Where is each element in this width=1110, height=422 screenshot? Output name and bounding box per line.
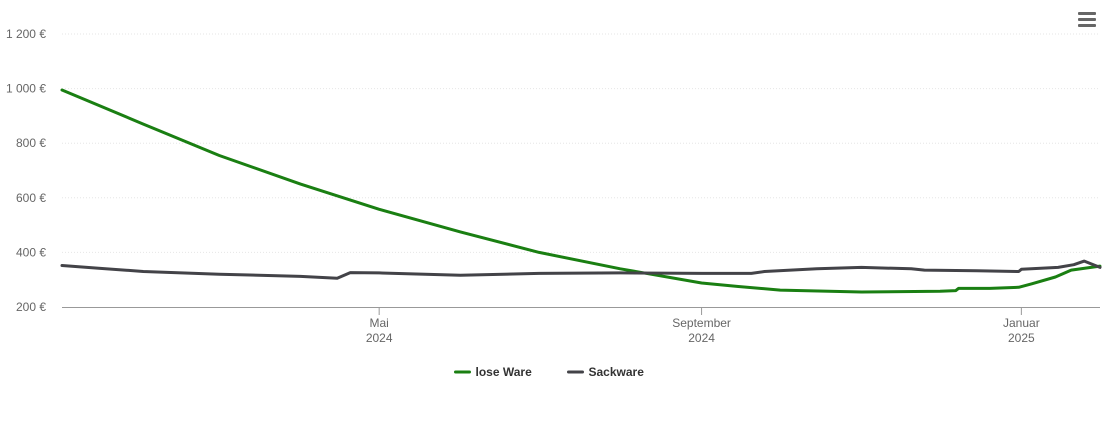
legend-item[interactable]: lose Ware: [454, 365, 533, 379]
series-line-lose-ware[interactable]: [60, 88, 1102, 294]
legend[interactable]: lose Ware Sackware: [454, 365, 645, 379]
x-tick-month: Januar: [1003, 316, 1040, 330]
series-lines: [60, 88, 1102, 294]
x-tick-month: Mai: [369, 316, 388, 330]
legend-label: lose Ware: [476, 365, 533, 379]
y-tick-label: 600 €: [16, 191, 46, 205]
gridlines: [62, 33, 1100, 253]
y-tick-label: 800 €: [16, 136, 46, 150]
y-tick-label: 1 200 €: [6, 27, 46, 41]
legend-label: Sackware: [589, 365, 645, 379]
y-tick-label: 1 000 €: [6, 82, 46, 96]
x-tick-label: September 2024: [672, 316, 731, 345]
menu-bar: [1078, 12, 1096, 15]
hamburger-menu-icon[interactable]: [1078, 12, 1096, 30]
series-line-sackware[interactable]: [60, 259, 1102, 280]
x-tick-year: 2024: [366, 331, 393, 345]
x-tick-year: 2024: [688, 331, 715, 345]
y-tick-label: 400 €: [16, 245, 46, 259]
legend-item[interactable]: Sackware: [567, 365, 645, 379]
x-tick-label: Januar 2025: [1003, 316, 1040, 345]
menu-bar: [1078, 18, 1096, 21]
x-tick-year: 2025: [1008, 331, 1035, 345]
x-tick-label: Mai 2024: [366, 316, 393, 345]
x-tick-month: September: [672, 316, 731, 330]
y-axis-labels: 200 € 400 € 600 € 800 € 1 000 € 1 200 €: [6, 27, 46, 314]
menu-bar: [1078, 24, 1096, 27]
y-tick-label: 200 €: [16, 300, 46, 314]
